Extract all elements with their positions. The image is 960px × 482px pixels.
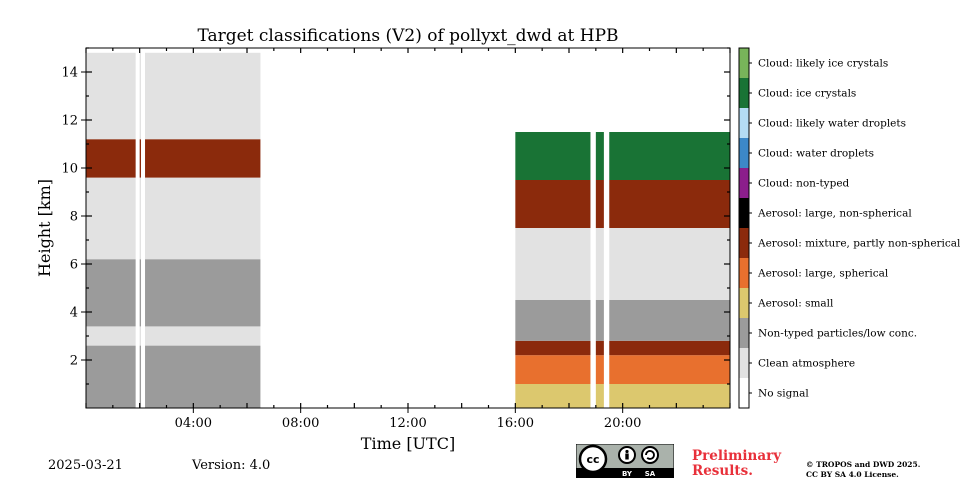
colorbar-swatch-8 [739, 138, 749, 168]
y-tick-label-6: 14 [61, 66, 78, 81]
colorbar-swatch-4 [739, 258, 749, 288]
colorbar-swatch-9 [739, 108, 749, 138]
svg-text:cc: cc [586, 453, 599, 466]
colorbar-swatch-6 [739, 198, 749, 228]
x-axis-label: Time [UTC] [361, 434, 455, 453]
colorbar-label-3: Aerosol: small [757, 298, 834, 310]
colorbar-label-7: Cloud: non-typed [758, 178, 850, 190]
no-data-gap-2 [590, 48, 596, 408]
license-note: © TROPOS and DWD 2025. CC BY SA 4.0 Lice… [806, 460, 921, 479]
cc-icon [578, 444, 608, 474]
cc-license-badge: cc BY SA [575, 443, 675, 482]
x-tick-label-2: 12:00 [389, 416, 426, 431]
colorbar-swatch-7 [739, 168, 749, 198]
svg-text:SA: SA [645, 470, 656, 478]
no-data-gap-3 [603, 48, 610, 408]
y-tick-label-3: 8 [70, 210, 78, 225]
x-axis: 04:00 08:00 12:00 16:00 20:00 [85, 48, 731, 431]
colorbar-label-1: Clean atmosphere [758, 358, 855, 370]
colorbar-label-9: Cloud: likely water droplets [758, 118, 906, 130]
class-layer-1-4 [515, 228, 730, 300]
colorbar-swatch-3 [739, 288, 749, 318]
colorbar-label-5: Aerosol: mixture, partly non-spherical [757, 238, 960, 250]
colorbar-label-4: Aerosol: large, spherical [757, 268, 889, 280]
x-tick-label-4: 20:00 [604, 416, 641, 431]
no-data-gap-1 [141, 48, 146, 408]
y-axis: 2 4 6 8 10 12 14 [61, 47, 730, 385]
class-layer-0-1 [86, 326, 261, 346]
y-tick-label-5: 12 [61, 114, 78, 129]
colorbar-label-0: No signal [758, 388, 809, 400]
svg-text:BY: BY [622, 470, 633, 478]
class-layer-1-5 [515, 180, 730, 228]
x-tick-label-1: 08:00 [282, 416, 319, 431]
no-data-gap-0 [135, 48, 140, 408]
colorbar-label-10: Cloud: ice crystals [758, 88, 856, 100]
y-tick-label-0: 2 [70, 354, 78, 369]
y-tick-label-4: 10 [61, 162, 78, 177]
class-layer-0-4 [86, 139, 261, 178]
version-label: Version: 4.0 [192, 458, 271, 473]
class-layer-0-0 [86, 345, 261, 408]
x-tick-label-3: 16:00 [497, 416, 534, 431]
class-layer-1-2 [515, 340, 730, 356]
chart-title: Target classifications (V2) of pollyxt_d… [197, 26, 618, 46]
y-axis-label: Height [km] [35, 179, 54, 277]
colorbar-swatch-1 [739, 348, 749, 378]
class-layer-0-5 [86, 52, 261, 140]
y-tick-label-2: 6 [70, 258, 78, 273]
y-tick-label-1: 4 [70, 306, 78, 321]
colorbar-swatch-11 [739, 48, 749, 78]
share-alike-icon [641, 446, 659, 464]
colorbar-swatch-10 [739, 78, 749, 108]
colorbar-legend: No signal Clean atmosphere Non-typed parti… [738, 47, 960, 409]
colorbar-swatch-2 [739, 318, 749, 348]
x-tick-label-0: 04:00 [175, 416, 212, 431]
class-layer-1-3 [515, 300, 730, 341]
colorbar-label-6: Aerosol: large, non-spherical [757, 208, 912, 220]
preliminary-results-note: Preliminary Results. [692, 448, 782, 479]
colorbar-border [738, 47, 750, 409]
class-layer-0-2 [86, 259, 261, 327]
date-label: 2025-03-21 [48, 458, 123, 473]
plot-area [86, 48, 730, 408]
class-layer-0-3 [86, 177, 261, 260]
colorbar-swatch-0 [739, 378, 749, 408]
colorbar-swatch-5 [739, 228, 749, 258]
colorbar-label-8: Cloud: water droplets [758, 148, 874, 160]
colorbar-label-11: Cloud: likely ice crystals [758, 58, 888, 70]
class-layer-1-6 [515, 132, 730, 180]
class-layer-1-1 [515, 355, 730, 384]
colorbar-label-2: Non-typed particles/low conc. [758, 328, 917, 340]
